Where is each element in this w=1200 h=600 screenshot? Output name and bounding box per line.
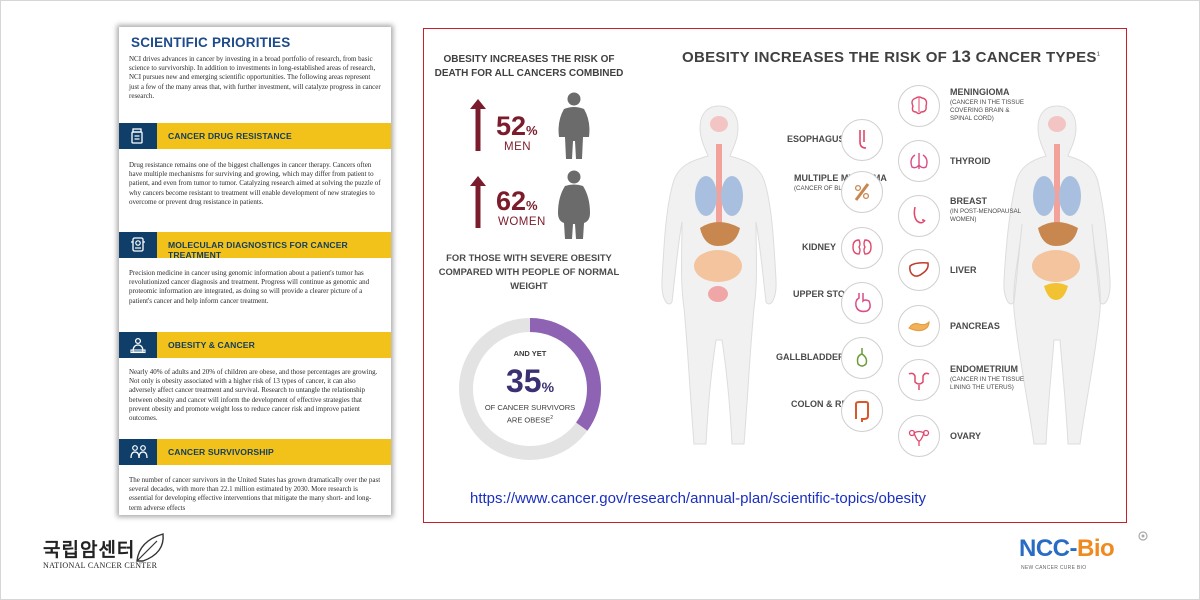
section-text: Drug resistance remains one of the bigge… <box>129 161 381 206</box>
nci-document: SCIENTIFIC PRIORITIES NCI drives advance… <box>119 27 391 515</box>
cancer-label-multiple-myeloma: MULTIPLE MYELOMA (CANCER OF BLOOD CELLS) <box>794 173 887 192</box>
document-intro: NCI drives advances in cancer by investi… <box>129 55 381 100</box>
ncc-logo-korean: 국립암센터 <box>43 539 136 561</box>
uterus-icon <box>898 359 940 401</box>
comparison-note: FOR THOSE WITH SEVERE OBESITY COMPARED W… <box>438 252 620 291</box>
section-band-drug-resistance: CANCER DRUG RESISTANCE <box>119 123 391 149</box>
section-label: MOLECULAR DIAGNOSTICS FOR CANCER TREATME… <box>168 240 348 260</box>
ncc-bio-logo: NCC-Bio <box>1019 535 1115 562</box>
obese-man-silhouette <box>558 92 590 159</box>
person-scale-icon <box>119 332 157 358</box>
cancer-label-colon-rectum: COLON & RECTUM <box>791 399 874 409</box>
section-label: OBESITY & CANCER <box>168 340 255 350</box>
diagnostic-device-icon <box>119 232 157 258</box>
cancer-label-upper-stomach: UPPER STOMACH <box>793 289 872 299</box>
ncc-logo-english: NATIONAL CANCER CENTER <box>43 561 158 570</box>
cancer-label-pancreas: PANCREAS <box>950 321 1000 331</box>
cancer-label-liver: LIVER <box>950 265 977 275</box>
survivor-caption: OF CANCER SURVIVORS ARE OBESE2 <box>484 403 576 425</box>
cancer-label-gallbladder: GALLBLADDER <box>776 352 845 362</box>
male-body-diagram <box>661 105 777 445</box>
leaf-logo-icon <box>136 533 164 562</box>
breast-icon <box>898 195 940 237</box>
cancer-label-meningioma: MENINGIOMA (CANCER IN THE TISSUE COVERING… <box>950 87 1025 122</box>
section-band-obesity: OBESITY & CANCER <box>119 332 391 358</box>
medicine-bottle-icon <box>119 123 157 149</box>
section-text: The number of cancer survivors in the Un… <box>129 476 381 512</box>
esophagus-icon <box>841 119 883 161</box>
gallbladder-icon <box>841 337 883 379</box>
people-group-icon <box>119 439 157 465</box>
up-arrow-icon <box>470 176 486 228</box>
survivors-donut-ring <box>459 318 601 460</box>
cancer-label-esophagus: ESOPHAGUS <box>787 134 845 144</box>
and-yet-label: AND YET <box>513 349 547 358</box>
section-text: Nearly 40% of adults and 20% of children… <box>129 368 378 423</box>
section-band-molecular-diagnostics: MOLECULAR DIAGNOSTICS FOR CANCER TREATME… <box>119 232 391 260</box>
liver-icon <box>898 249 940 291</box>
section-text: Precision medicine in cancer using genom… <box>129 269 370 305</box>
bio-logo-mark-icon <box>1138 531 1148 541</box>
donut-fill <box>459 318 601 460</box>
cancer-label-ovary: OVARY <box>950 431 982 441</box>
cancer-label-breast: BREAST (IN POST-MENOPAUSAL WOMEN) <box>950 196 1021 223</box>
pancreas-icon <box>898 305 940 347</box>
cancer-label-kidney: KIDNEY <box>802 242 837 252</box>
section-band-survivorship: CANCER SURVIVORSHIP <box>119 439 391 465</box>
source-url-link[interactable]: https://www.cancer.gov/research/annual-p… <box>470 490 927 507</box>
obesity-infographic: OBESITY INCREASES THE RISK OF DEATH FOR … <box>423 28 1127 523</box>
ncc-bio-tagline: NEW CANCER CURE BIO <box>1021 565 1087 571</box>
ovary-icon <box>898 415 940 457</box>
men-percentage: 52% <box>496 111 538 141</box>
colon-icon <box>841 390 883 432</box>
survivor-percentage: 35% <box>505 363 555 399</box>
women-percentage: 62% <box>496 186 538 216</box>
thyroid-icon <box>898 140 940 182</box>
cancer-label-thyroid: THYROID <box>950 156 991 166</box>
section-label: CANCER DRUG RESISTANCE <box>168 131 292 141</box>
men-label: MEN <box>504 141 532 153</box>
death-risk-heading: OBESITY INCREASES THE RISK OF DEATH FOR … <box>434 54 624 79</box>
obese-woman-silhouette <box>558 170 590 239</box>
kidney-icon <box>841 227 883 269</box>
female-body-diagram <box>1003 105 1111 445</box>
section-label: CANCER SURVIVORSHIP <box>168 447 274 457</box>
cancer-types-heading: OBESITY INCREASES THE RISK OF 13 CANCER … <box>682 47 1101 66</box>
women-label: WOMEN <box>498 216 546 228</box>
up-arrow-icon <box>470 99 486 151</box>
cancer-label-endometrium: ENDOMETRIUM (CANCER IN THE TISSUE LINING … <box>950 364 1025 391</box>
blood-cells-icon <box>841 171 883 213</box>
document-title: SCIENTIFIC PRIORITIES <box>131 35 291 50</box>
brain-icon <box>898 85 940 127</box>
stomach-icon <box>841 282 883 324</box>
